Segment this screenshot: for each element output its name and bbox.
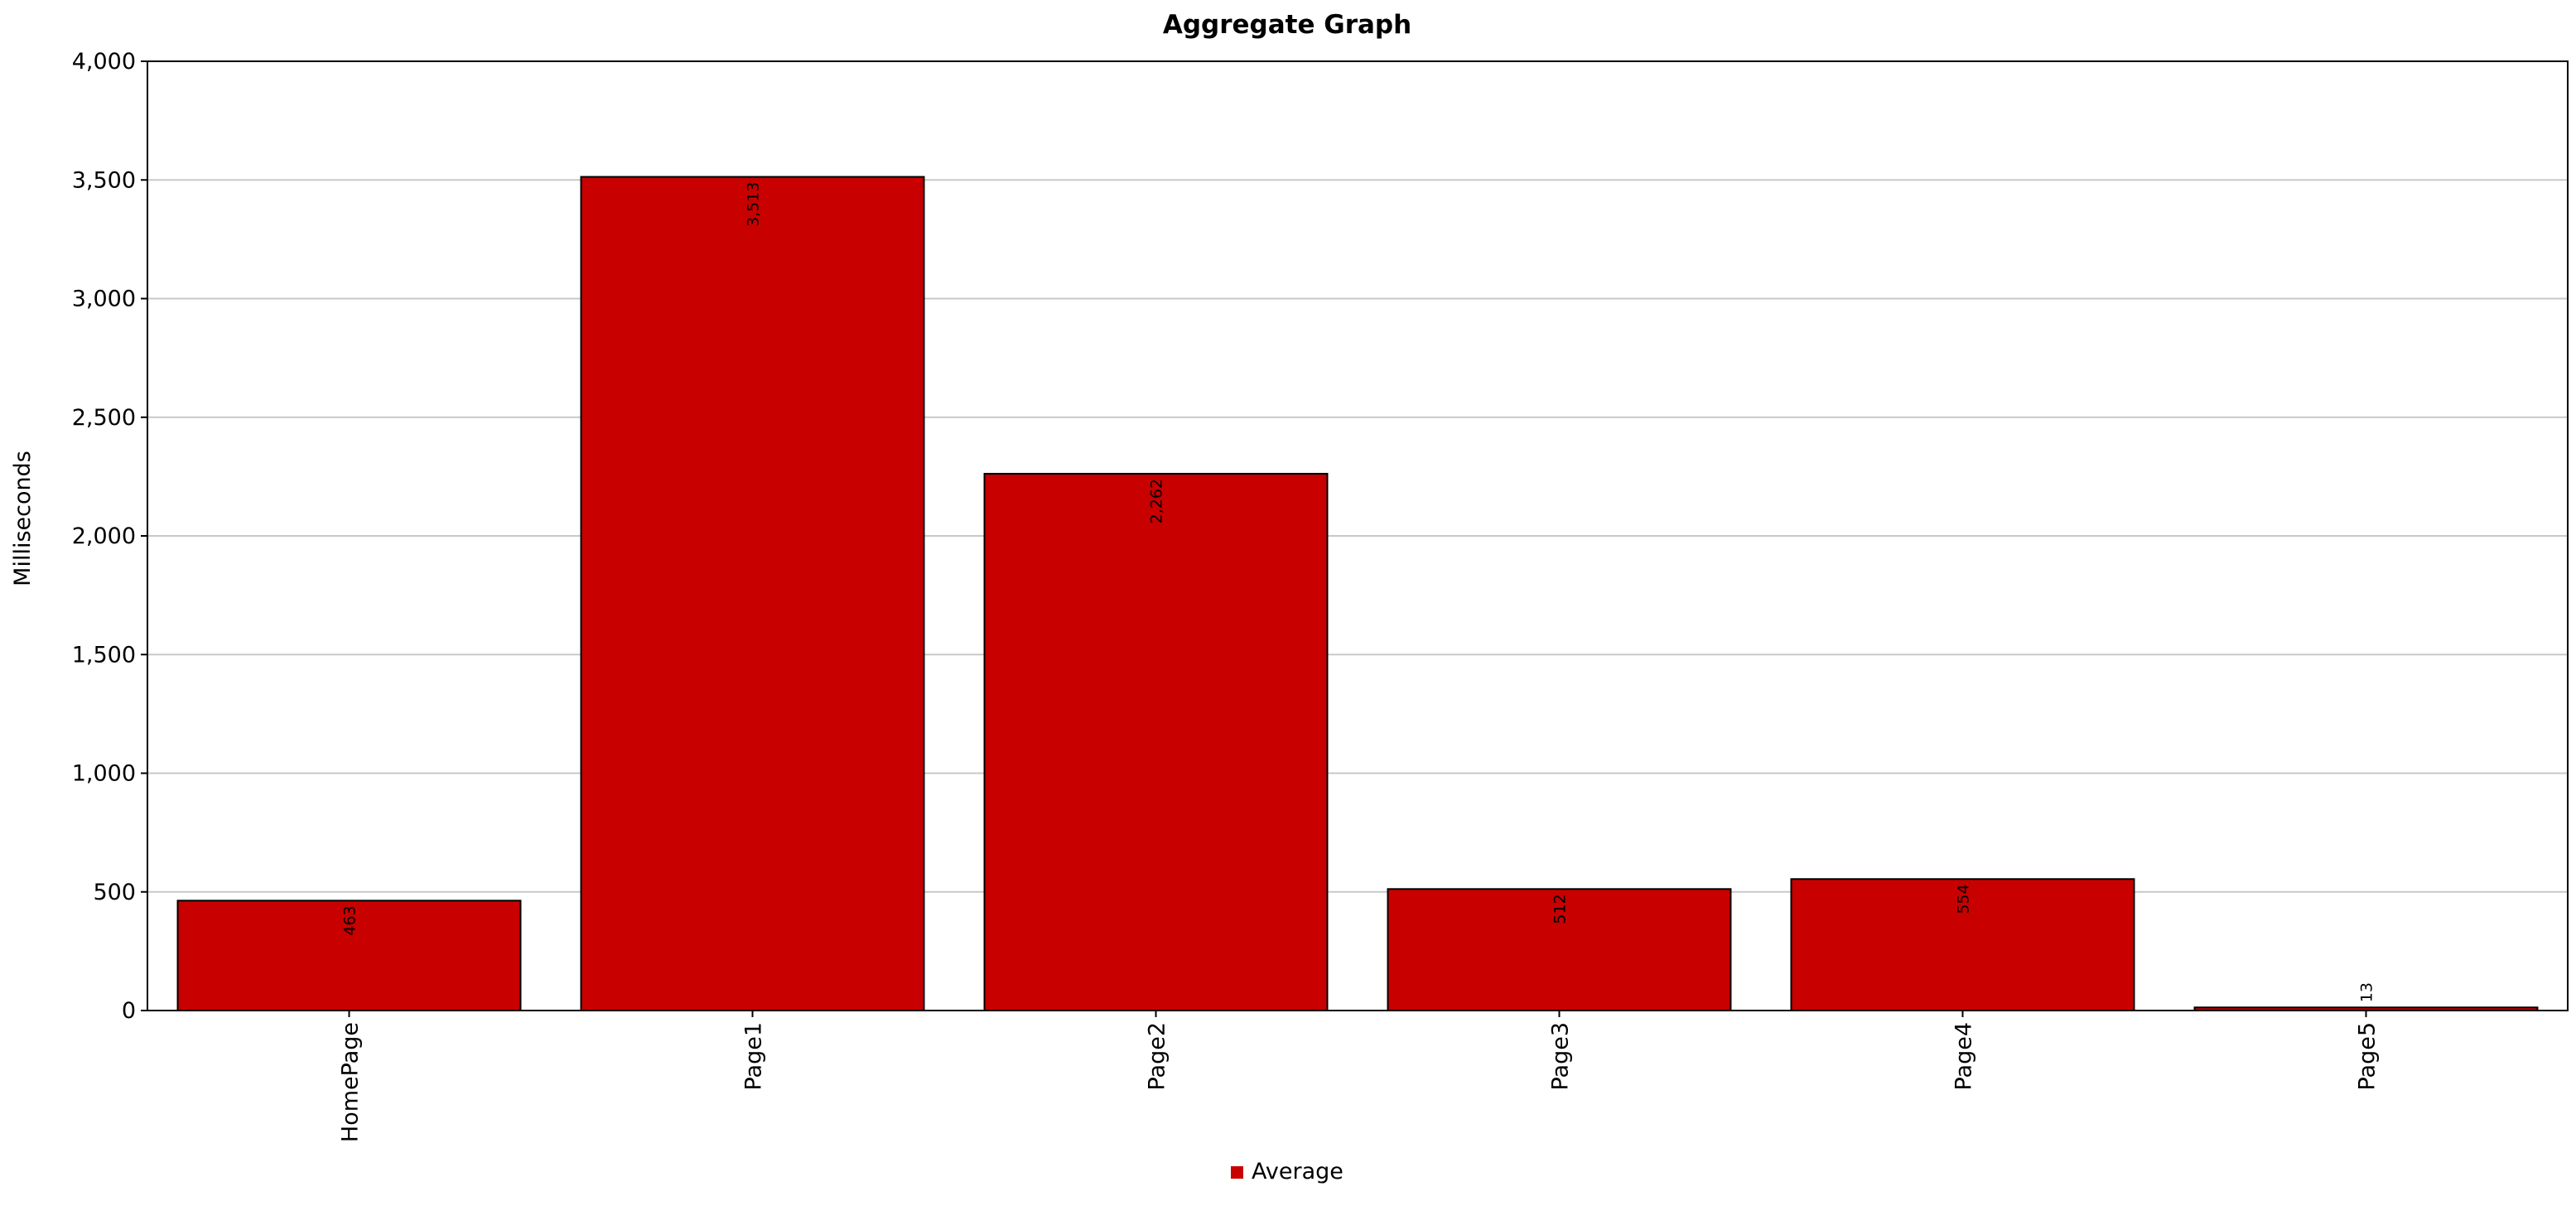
x-tick-label: Page3 [1548,1022,1574,1091]
bar-page1 [580,176,925,1011]
x-tick-label: Page2 [1145,1022,1170,1091]
y-axis-ticks: 0 500 1,000 1,500 2,000 2,500 3,000 3,500 4,000 [72,49,147,1024]
bar-value-label: 2,262 [1148,479,1166,523]
bar-value-label: 463 [341,905,359,935]
y-tick-label: 3,500 [72,167,136,193]
bar-page4 [1790,878,2135,1012]
bar-value-label: 512 [1551,894,1570,924]
bar-page3 [1387,888,1732,1012]
y-tick-label: 1,500 [72,642,136,668]
bar-value-labels: 463 3,513 2,262 512 554 13 [341,182,2376,1003]
legend-swatch-average [1231,1166,1243,1179]
x-axis-ticks: HomePage Page1 Page2 Page3 Page4 Page5 [338,1011,2381,1142]
bar-page2 [983,472,1329,1011]
x-tick-label: HomePage [338,1022,364,1142]
legend-label-average: Average [1252,1159,1343,1184]
y-axis-label: Milliseconds [10,451,36,586]
y-tick-label: 3,000 [72,287,136,312]
legend: Average [1231,1159,1343,1184]
bar-value-label: 554 [1955,884,1973,914]
x-tick-label: Page4 [1951,1022,1977,1091]
chart-title: Aggregate Graph [1163,10,1411,40]
y-tick-label: 2,500 [72,405,136,431]
y-tick-label: 0 [122,998,136,1024]
bar-value-label: 13 [2358,982,2376,1002]
bar-homepage [176,900,522,1011]
y-tick-label: 1,000 [72,761,136,787]
bar-value-label: 3,513 [745,182,763,227]
x-tick-label: Page5 [2355,1022,2381,1091]
y-tick-label: 2,000 [72,523,136,549]
y-tick-label: 500 [93,880,136,905]
y-tick-label: 4,000 [72,49,136,75]
x-tick-label: Page1 [741,1022,767,1091]
gridlines [147,179,2568,893]
